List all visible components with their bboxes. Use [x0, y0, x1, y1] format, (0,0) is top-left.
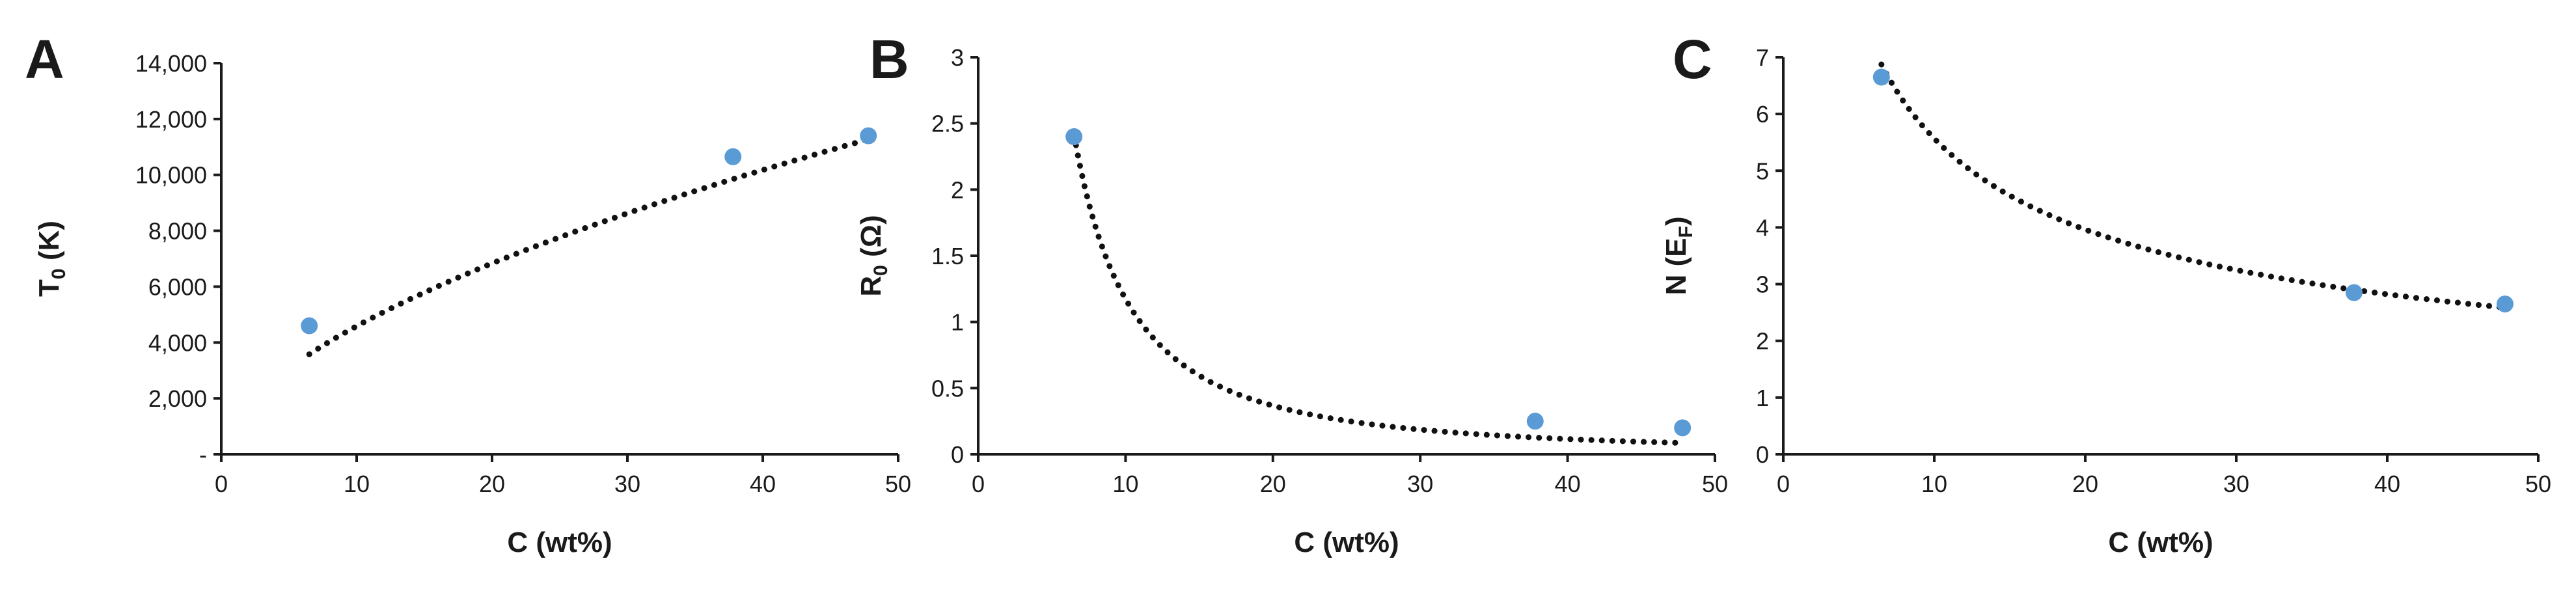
- x-tick-label: 50: [1702, 471, 1728, 497]
- y-tick-label: 4: [1756, 214, 1769, 241]
- y-tick-label: 1: [1756, 385, 1769, 411]
- y-tick-label: 14,000: [135, 50, 207, 77]
- data-point: [301, 317, 318, 335]
- y-tick-label: 1: [951, 309, 964, 336]
- y-tick-label: 2: [951, 176, 964, 203]
- chart-panel-a: A - 2,000 4,000 6,000 8,000 10,000 12,000 14,000…: [25, 29, 911, 558]
- y-tick-label: 4,000: [148, 329, 207, 356]
- x-tick-label: 0: [215, 471, 228, 497]
- panel-letter: C: [1673, 29, 1712, 90]
- x-tick-label: 40: [1555, 471, 1581, 497]
- x-tick-label: 20: [479, 471, 505, 497]
- panel-letter: B: [870, 29, 909, 90]
- x-axis-title: C (wt%): [1294, 527, 1399, 558]
- y-axis-title-base: T: [33, 279, 65, 297]
- y-tick-label: 10,000: [135, 162, 207, 189]
- y-tick-label: 0.5: [931, 375, 964, 402]
- x-tick-label: 30: [2223, 471, 2249, 497]
- y-axis-title-unit: (K): [33, 221, 65, 268]
- y-tick-label: 3: [1756, 271, 1769, 298]
- y-tick-label: 2.5: [931, 111, 964, 137]
- data-point: [2496, 295, 2514, 313]
- trendline: [1878, 61, 2508, 311]
- x-tick-label: 30: [1407, 471, 1433, 497]
- y-tick-label: 8,000: [148, 218, 207, 245]
- data-point: [1526, 413, 1544, 430]
- y-axis-title: R0 (Ω): [855, 215, 892, 296]
- x-tick-label: 50: [2525, 471, 2551, 497]
- y-tick-label: 1.5: [931, 243, 964, 269]
- y-tick-label: 2,000: [148, 385, 207, 412]
- x-tick-label: 40: [750, 471, 776, 497]
- y-tick-label: 6: [1756, 101, 1769, 128]
- x-axis-title: C (wt%): [507, 527, 612, 558]
- x-tick-label: 40: [2374, 471, 2400, 497]
- x-tick-label: 10: [1112, 471, 1138, 497]
- data-point: [1065, 128, 1083, 145]
- y-tick-label: 0: [1756, 441, 1769, 468]
- x-axis-title: C (wt%): [2108, 527, 2213, 558]
- y-axis-title: T0 (K): [33, 221, 70, 297]
- x-tick-label: 10: [344, 471, 370, 497]
- x-tick-label: 0: [972, 471, 985, 497]
- x-tick-label: 30: [614, 471, 640, 497]
- y-axis-title: N (EF): [1660, 217, 1697, 295]
- x-tick-label: 20: [2072, 471, 2098, 497]
- y-axis-title-unit: ): [1660, 217, 1692, 226]
- y-axis-title-subscript: 0: [870, 265, 892, 276]
- chart-panel-b: B00.511.522.530 10 20 30 40 50C (wt%)R0 (Ω): [855, 29, 1728, 558]
- y-axis-title-subscript: F: [1675, 226, 1697, 238]
- y-tick-label: 6,000: [148, 273, 207, 300]
- y-axis-title-base: R: [855, 276, 887, 297]
- chart-panel-c: C 0 1 2 3 4 5 6 7 0 10 20 30 40 50 C (wt%) N (EF): [1660, 29, 2551, 558]
- trendline: [1071, 131, 1686, 446]
- data-point: [1872, 68, 1890, 86]
- y-tick-label: -: [199, 441, 207, 468]
- data-point: [2345, 284, 2363, 301]
- data-point: [1674, 419, 1692, 437]
- x-tick-label: 50: [885, 471, 911, 497]
- y-axis-title-subscript: 0: [48, 268, 70, 279]
- x-tick-label: 0: [1777, 471, 1790, 497]
- y-tick-label: 12,000: [135, 106, 207, 133]
- x-tick-label: 10: [1921, 471, 1947, 497]
- data-point: [860, 127, 877, 144]
- y-tick-label: 2: [1756, 328, 1769, 355]
- y-axis-title-unit: (Ω): [855, 215, 887, 265]
- panel-letter: A: [25, 29, 64, 90]
- y-axis-title-base: N (E: [1660, 238, 1692, 295]
- data-point: [724, 148, 742, 165]
- trendline: [306, 136, 871, 357]
- y-tick-label: 5: [1756, 158, 1769, 184]
- y-tick-label: 7: [1756, 44, 1769, 71]
- x-tick-label: 20: [1260, 471, 1286, 497]
- y-tick-label: 3: [951, 44, 964, 71]
- y-tick-label: 0: [951, 441, 964, 468]
